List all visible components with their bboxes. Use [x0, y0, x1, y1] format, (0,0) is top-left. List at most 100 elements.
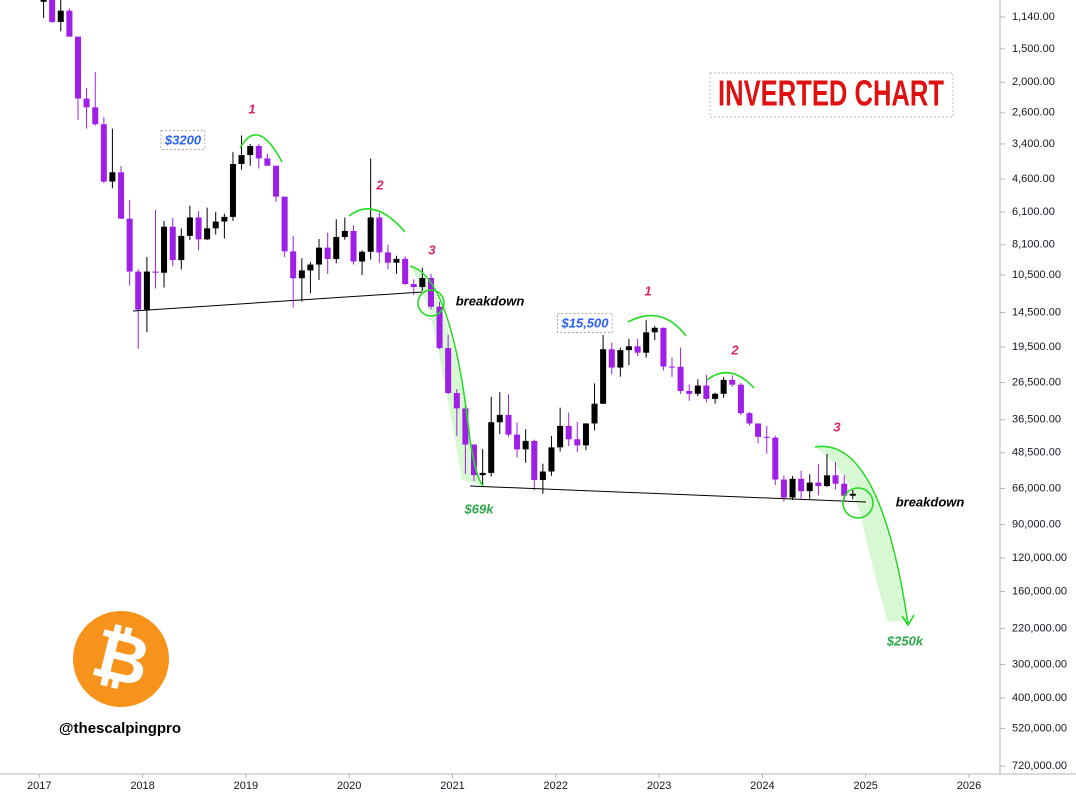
candle-body	[298, 270, 305, 279]
arc	[706, 371, 755, 389]
y-tick-label: 520,000.00	[1012, 722, 1067, 734]
candle-body	[453, 393, 460, 409]
y-tick-label: 26,500.00	[1012, 376, 1061, 388]
candle-body	[74, 36, 82, 99]
candle-body	[479, 472, 486, 476]
trendline	[132, 291, 423, 312]
candle-body	[100, 124, 107, 182]
breakdown-circle	[417, 289, 445, 317]
candle-body	[703, 385, 710, 399]
trendline	[469, 485, 867, 503]
candle-body	[143, 271, 150, 310]
annotation: $3200	[164, 132, 202, 147]
candle-body	[823, 475, 830, 487]
annotation: $15,500	[561, 315, 610, 330]
candle-body	[315, 247, 323, 265]
candle-body	[178, 235, 185, 261]
candle-body	[539, 471, 546, 480]
candle-body	[247, 145, 254, 156]
candle-body	[798, 478, 805, 492]
candle-body	[212, 221, 219, 229]
candle-body	[410, 284, 417, 288]
candle-body	[169, 226, 176, 261]
candle-body	[531, 440, 538, 480]
candle-body	[255, 145, 262, 159]
candle-body	[720, 379, 727, 394]
y-tick-label: 2,600.00	[1012, 107, 1055, 119]
y-tick-label: 36,500.00	[1012, 414, 1061, 426]
candle-body	[83, 98, 90, 108]
candle-body	[376, 217, 383, 253]
candle-body	[574, 439, 581, 446]
annotation: 3	[428, 242, 436, 257]
candle-body	[729, 379, 736, 385]
x-tick-label: 2020	[337, 780, 361, 792]
annotation: 2	[730, 342, 739, 357]
annotation: 1	[644, 283, 651, 298]
x-tick-label: 2018	[130, 780, 154, 792]
y-tick-label: 1,500.00	[1012, 43, 1055, 55]
candle-body	[832, 475, 839, 484]
candle-body	[815, 482, 822, 487]
candle-body	[806, 482, 813, 492]
chart-title: INVERTED CHART	[718, 73, 944, 114]
candle-body	[600, 349, 607, 404]
arc	[627, 314, 687, 337]
arcs	[239, 134, 915, 627]
candle-body	[712, 393, 719, 399]
y-tick-label: 720,000.00	[1012, 760, 1067, 772]
annotation: 2	[375, 177, 384, 192]
x-tick-label: 2026	[957, 780, 981, 792]
x-tick-label: 2023	[647, 780, 671, 792]
candle-body	[204, 228, 211, 240]
breakdown-circle	[842, 487, 874, 519]
y-tick-label: 19,500.00	[1012, 341, 1061, 353]
candle-body	[290, 251, 297, 279]
candle-body	[625, 346, 632, 351]
candle-body	[49, 0, 56, 22]
candle-body	[522, 440, 529, 450]
x-tick-label: 2022	[544, 780, 568, 792]
annotation: $250k	[886, 633, 924, 648]
x-tick-label: 2019	[234, 780, 258, 792]
candle-body	[57, 10, 64, 22]
y-tick-label: 1,140.00	[1012, 11, 1055, 23]
candle-body	[694, 385, 701, 394]
y-tick-label: 400,000.00	[1012, 692, 1067, 704]
annotation: breakdown	[896, 494, 965, 509]
arc	[348, 208, 406, 233]
x-tick-label: 2024	[750, 780, 774, 792]
candle-body	[841, 483, 848, 496]
projection-line	[409, 265, 484, 487]
annotation-box	[557, 312, 613, 333]
logo	[73, 611, 169, 707]
candle-body	[849, 493, 856, 496]
candle-body	[229, 163, 236, 217]
title-box	[709, 72, 954, 118]
projection-line	[814, 445, 909, 625]
candle-body	[737, 384, 744, 414]
candle-body	[668, 366, 676, 368]
candle-body	[161, 226, 168, 273]
candle-body	[427, 278, 435, 307]
candle-body	[789, 478, 796, 498]
x-tick-label: 2025	[853, 780, 877, 792]
candle-body	[660, 327, 667, 367]
candle-body	[126, 218, 133, 272]
candle-body	[402, 258, 409, 285]
annotation: breakdown	[456, 293, 525, 308]
y-tick-label: 6,100.00	[1012, 206, 1055, 218]
annotation-box	[160, 129, 206, 150]
candle-body	[341, 230, 348, 237]
x-tick-label: 2021	[440, 780, 464, 792]
candle-body	[755, 423, 762, 437]
candle-body	[359, 251, 366, 262]
y-tick-label: 14,500.00	[1012, 306, 1061, 318]
candle-body	[565, 425, 572, 440]
candle-body	[548, 447, 555, 472]
candle-body	[651, 327, 658, 333]
candle-body	[350, 230, 357, 262]
candle-body	[195, 217, 202, 240]
candle-body	[40, 0, 47, 2]
